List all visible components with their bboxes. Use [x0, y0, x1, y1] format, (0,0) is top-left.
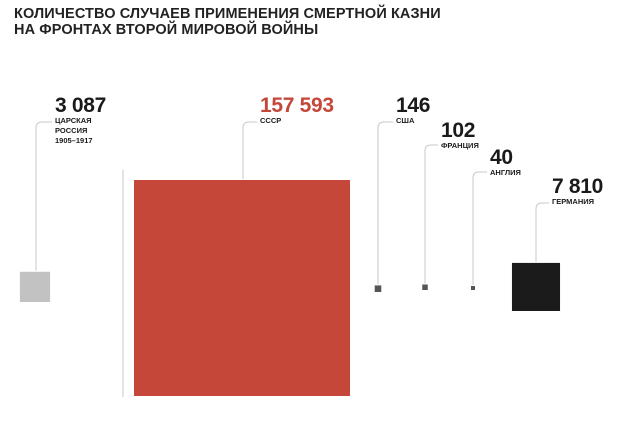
connector-line	[472, 171, 487, 285]
category-label: ГЕРМАНИЯ	[552, 197, 594, 206]
category-label: АНГЛИЯ	[490, 168, 521, 177]
connector-line	[35, 121, 52, 271]
value-square	[511, 262, 561, 311]
category-label: США	[396, 116, 415, 125]
category-label: РОССИЯ	[55, 126, 87, 135]
category-label: ФРАНЦИЯ	[441, 141, 479, 150]
value-label: 157 593	[260, 94, 334, 117]
chart-title-line-1: КОЛИЧЕСТВО СЛУЧАЕВ ПРИМЕНЕНИЯ СМЕРТНОЙ К…	[14, 6, 441, 22]
category-label: 1905–1917	[55, 136, 93, 145]
category-label: СССР	[260, 116, 281, 125]
chart-title: КОЛИЧЕСТВО СЛУЧАЕВ ПРИМЕНЕНИЯ СМЕРТНОЙ К…	[14, 6, 441, 38]
connector-line	[377, 121, 393, 285]
connector-line	[535, 202, 549, 262]
connector-line	[242, 121, 257, 179]
value-label: 3 087	[55, 94, 106, 117]
value-square	[471, 286, 475, 290]
value-label: 102	[441, 119, 475, 142]
value-label: 7 810	[552, 175, 603, 198]
value-label: 40	[490, 146, 513, 169]
value-square	[422, 284, 428, 290]
value-label: 146	[396, 94, 430, 117]
category-label: ЦАРСКАЯ	[55, 116, 92, 125]
connector-line	[424, 144, 438, 284]
chart-title-line-2: НА ФРОНТАХ ВТОРОЙ МИРОВОЙ ВОЙНЫ	[14, 22, 319, 38]
value-square	[19, 271, 51, 302]
value-square	[374, 285, 382, 292]
value-square	[134, 180, 350, 396]
